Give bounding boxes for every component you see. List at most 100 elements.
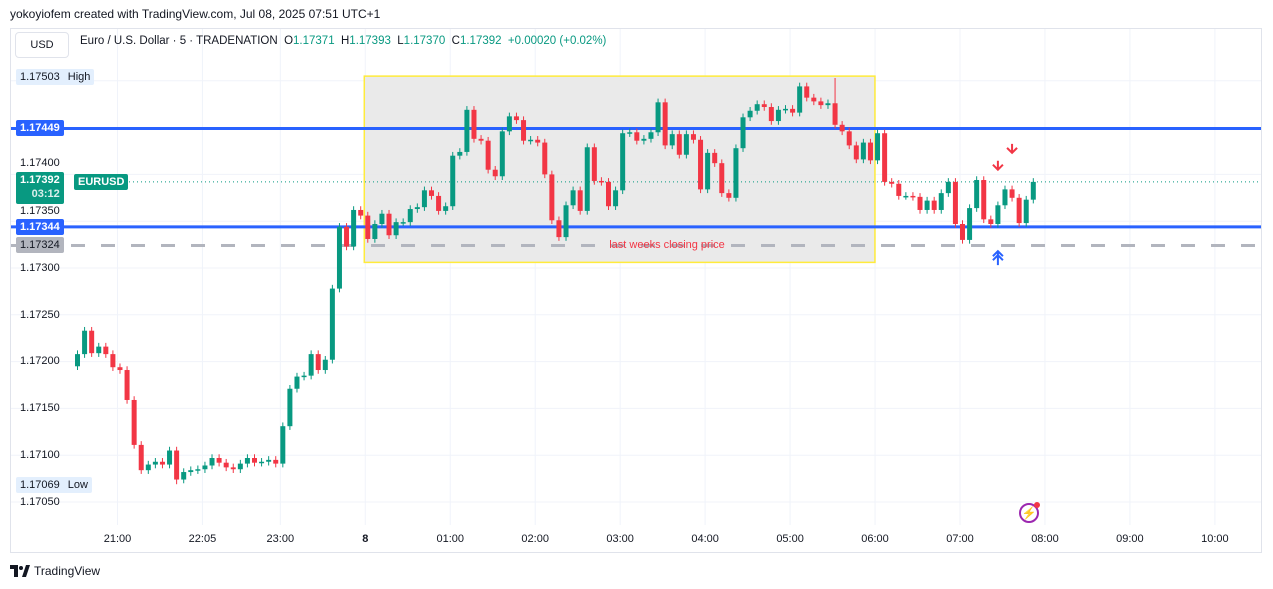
candle-up (1030, 181, 1036, 200)
candle-up (860, 142, 866, 160)
change-value: +0.00020 (+0.02%) (507, 35, 607, 47)
time-tick: 03:00 (606, 533, 634, 545)
candle-up (209, 458, 215, 466)
candle-up (740, 117, 746, 149)
time-tick: 02:00 (521, 533, 549, 545)
candle-down (712, 152, 718, 164)
chart-frame (10, 28, 1262, 553)
current-price-badge: 1.17392 03:12 (16, 172, 64, 204)
candle-up (563, 205, 569, 238)
candle-up (903, 195, 909, 198)
price-tick: 1.17100 (20, 449, 60, 461)
candle-up (655, 102, 661, 133)
candle-up (181, 472, 187, 480)
high-value: 1.17393 (349, 35, 391, 47)
candle-down (542, 142, 548, 175)
candle-down (252, 458, 257, 463)
tradingview-logo[interactable]: TradingView (10, 564, 100, 578)
close-value: 1.17392 (459, 35, 502, 47)
candle-down (719, 163, 725, 194)
candle-down (89, 330, 95, 354)
price-tick: 1.17250 (20, 309, 60, 321)
symbol-legend: Euro / U.S. Dollar · 5 · TRADENATION O1.… (80, 35, 606, 47)
candle-up (825, 103, 831, 106)
candle-up (1023, 199, 1029, 224)
candle-up (875, 133, 881, 161)
candle-up (528, 139, 534, 142)
candle-down (1016, 197, 1022, 224)
candle-up (414, 207, 420, 210)
candle-up (613, 190, 619, 207)
candle-up (938, 193, 944, 210)
candle-down (952, 181, 958, 225)
close-label: C (451, 35, 460, 47)
candle-down (726, 193, 732, 198)
candle-down (804, 86, 810, 98)
candle-up (75, 354, 80, 367)
low-value: 1.17370 (403, 35, 446, 47)
candle-down (549, 174, 555, 221)
rectangle-label: last weeks closing price (609, 239, 725, 251)
candle-up (336, 226, 342, 289)
candle-down (981, 180, 987, 220)
price-tick: 1.17350 (20, 205, 60, 217)
price-tick: 1.17400 (20, 157, 60, 169)
candle-up (620, 133, 626, 191)
time-tick: 06:00 (861, 533, 889, 545)
range-rectangle (363, 75, 876, 264)
candle-down (882, 133, 888, 182)
candle-down (478, 138, 484, 141)
time-tick: 01:00 (436, 533, 464, 545)
candle-down (124, 370, 130, 400)
low-price: 1.17069 (20, 479, 60, 491)
candle-up (797, 86, 803, 113)
candle-up (648, 132, 654, 139)
currency-button[interactable]: USD (15, 32, 69, 58)
candle-up (195, 469, 201, 471)
candle-up (627, 132, 633, 134)
candle-down (471, 109, 477, 139)
candle-down (606, 181, 611, 207)
time-tick: 07:00 (946, 533, 974, 545)
candle-down (1009, 189, 1015, 198)
candle-down (839, 124, 845, 132)
candle-up (322, 359, 328, 371)
low-badge: 1.17069 Low (16, 477, 92, 493)
candle-up (450, 155, 456, 207)
candle-up (287, 388, 293, 427)
candle-down (790, 108, 796, 113)
candle-up (683, 134, 689, 155)
price-tick: 1.17050 (20, 496, 60, 508)
candle-down (223, 462, 229, 468)
candle-up (443, 206, 449, 211)
time-tick: 10:00 (1201, 533, 1229, 545)
support-badge: 1.17344 (16, 219, 64, 235)
bar-countdown: 03:12 (31, 188, 60, 200)
candle-up (705, 152, 711, 190)
price-tick: 1.17150 (20, 402, 60, 414)
candle-up (329, 288, 335, 360)
last-week-close-badge: 1.17324 (16, 237, 64, 253)
candle-down (591, 147, 597, 181)
candle-down (931, 200, 937, 210)
current-price: 1.17392 (20, 174, 60, 186)
candle-down (273, 459, 279, 464)
time-tick: 04:00 (691, 533, 719, 545)
candle-up (1002, 189, 1008, 206)
candle-down (513, 116, 519, 121)
time-tick: 8 (362, 533, 369, 545)
time-tick: 08:00 (1031, 533, 1059, 545)
candle-down (917, 196, 923, 210)
candle-up (641, 138, 647, 141)
brand-name: TradingView (34, 564, 101, 578)
lightning-icon[interactable]: ⚡ (1019, 502, 1040, 523)
open-label: O (284, 35, 294, 47)
candle-down (117, 367, 123, 371)
arrow-down-icon (1006, 143, 1018, 155)
candle-down (103, 346, 109, 355)
candle-down (174, 450, 180, 480)
candle-down (386, 213, 392, 236)
candle-up (967, 208, 973, 240)
candle-up (393, 222, 399, 236)
